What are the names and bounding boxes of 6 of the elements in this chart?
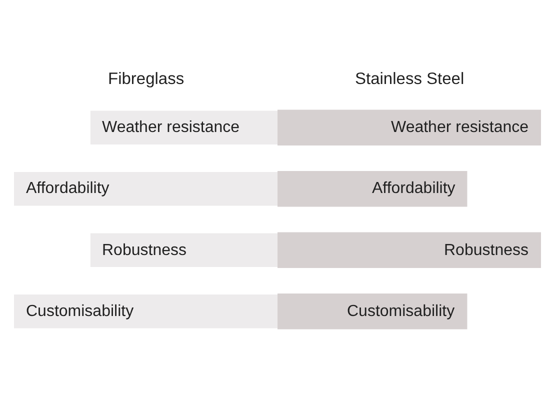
series-label: Fibreglass <box>108 70 184 88</box>
category-label: Affordability <box>372 180 456 197</box>
category-label: Robustness <box>444 242 528 259</box>
series-label: Stainless Steel <box>355 70 464 88</box>
category-label: Weather resistance <box>391 119 529 136</box>
category-label: Customisability <box>347 303 455 320</box>
